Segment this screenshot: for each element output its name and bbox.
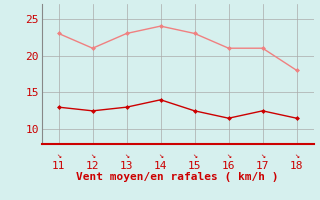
Text: ↘: ↘: [90, 151, 95, 160]
Text: ↘: ↘: [56, 151, 61, 160]
Text: ↘: ↘: [124, 151, 129, 160]
Text: ↘: ↘: [226, 151, 231, 160]
Text: ↘: ↘: [294, 151, 299, 160]
Text: ↘: ↘: [192, 151, 197, 160]
X-axis label: Vent moyen/en rafales ( km/h ): Vent moyen/en rafales ( km/h ): [76, 172, 279, 182]
Text: ↘: ↘: [260, 151, 265, 160]
Text: ↘: ↘: [158, 151, 163, 160]
